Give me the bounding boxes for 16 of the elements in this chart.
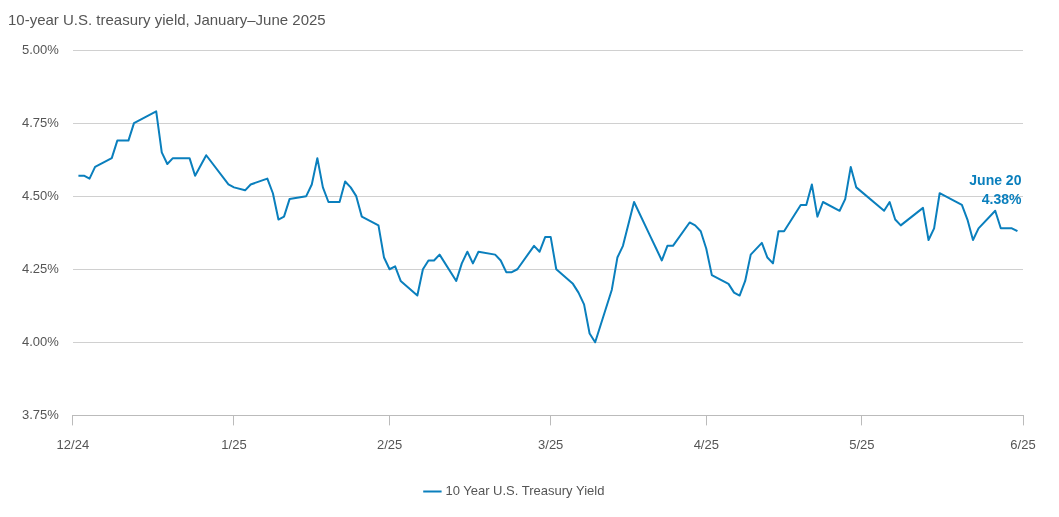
x-tick-label: 4/25 (693, 436, 719, 452)
y-tick-label: 5.00% (21, 41, 60, 57)
annotation: June 20 4.38% (969, 172, 1022, 208)
y-tick-label: 3.75% (21, 406, 60, 422)
x-tick-label: 2/25 (376, 436, 403, 452)
x-tick-label: 3/25 (538, 436, 564, 452)
chart-title: 10-year U.S. treasury yield, January–June 2025 (8, 11, 326, 29)
x-tick-label: 6/25 (1010, 436, 1036, 452)
x-tick-label: 5/25 (849, 436, 875, 452)
y-tick-label: 4.75% (21, 114, 60, 130)
y-tick-label: 4.50% (21, 187, 60, 203)
legend-label: 10 Year U.S. Treasury Yield (445, 483, 605, 499)
x-tick-label: 1/25 (221, 436, 247, 452)
y-tick-label: 4.25% (21, 260, 60, 276)
y-tick-label: 4.00% (21, 333, 60, 349)
x-tick-label: 12/24 (56, 436, 90, 452)
